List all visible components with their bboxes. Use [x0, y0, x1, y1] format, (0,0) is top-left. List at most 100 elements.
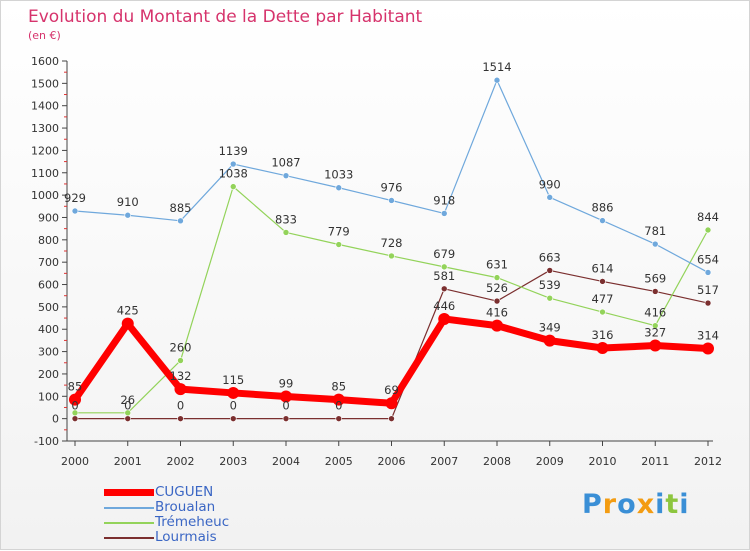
data-point — [651, 240, 659, 248]
data-point — [177, 415, 184, 422]
y-tick-label: 1000 — [31, 189, 59, 202]
data-point — [440, 263, 448, 271]
data-point — [599, 278, 606, 285]
x-tick-label: 2012 — [694, 455, 722, 468]
data-label: 781 — [644, 224, 666, 238]
data-point — [651, 322, 659, 329]
y-tick-label: 200 — [38, 368, 59, 381]
data-point — [493, 297, 501, 305]
legend-label: Lourmais — [155, 529, 217, 545]
data-point — [543, 334, 556, 347]
data-point — [124, 211, 132, 219]
data-point — [599, 217, 606, 224]
legend-label: Broualan — [155, 499, 216, 515]
data-label: 260 — [170, 341, 192, 355]
data-point — [438, 312, 451, 325]
data-label: 416 — [486, 306, 508, 320]
data-label: 1514 — [482, 60, 511, 74]
data-point — [385, 397, 398, 410]
x-tick-label: 2003 — [219, 455, 247, 468]
data-label: 779 — [328, 225, 350, 239]
data-label: 833 — [275, 212, 297, 226]
y-tick-label: 400 — [38, 323, 59, 336]
y-tick-label: 900 — [38, 211, 59, 224]
data-label: 517 — [697, 283, 719, 297]
data-label: 886 — [592, 201, 614, 215]
data-label: 316 — [592, 328, 614, 342]
logo-letter: t — [665, 489, 680, 520]
y-tick-label: 1200 — [31, 144, 59, 157]
logo-letter: i — [655, 489, 666, 520]
y-tick-label: 0 — [52, 413, 59, 426]
data-label: 0 — [177, 399, 184, 413]
y-tick-label: 1100 — [31, 167, 59, 180]
data-label: 614 — [592, 261, 614, 275]
y-tick-label: 300 — [38, 346, 59, 359]
data-label: 539 — [539, 278, 561, 292]
data-point — [335, 184, 343, 192]
y-tick-label: 600 — [38, 279, 59, 292]
data-point — [227, 386, 240, 399]
data-point — [599, 308, 606, 316]
data-point — [229, 183, 237, 190]
data-point — [332, 393, 345, 406]
data-label: 69 — [384, 383, 399, 397]
y-tick-label: 100 — [38, 390, 59, 403]
y-tick-label: 700 — [38, 256, 59, 269]
data-point — [282, 172, 290, 179]
data-label: 26 — [120, 393, 135, 407]
data-label: 0 — [335, 399, 342, 413]
data-label: 918 — [433, 193, 455, 207]
data-label: 885 — [170, 201, 192, 215]
data-label: 1139 — [219, 144, 248, 158]
data-label: 425 — [117, 304, 139, 318]
data-label: 446 — [433, 299, 455, 313]
data-point — [546, 267, 554, 274]
data-point — [71, 409, 79, 417]
data-label: 654 — [697, 252, 719, 266]
data-point — [229, 415, 237, 422]
data-label: 0 — [71, 399, 78, 413]
data-label: 85 — [331, 380, 346, 394]
y-tick-label: 500 — [38, 301, 59, 314]
data-point — [121, 317, 134, 330]
data-label: 99 — [279, 377, 294, 391]
legend-label: Trémeheuc — [155, 514, 230, 530]
x-tick-label: 2006 — [378, 455, 406, 468]
legend-swatch — [104, 537, 154, 539]
data-point — [282, 229, 290, 236]
data-point — [388, 252, 395, 260]
data-point — [177, 217, 184, 225]
x-tick-label: 2000 — [61, 455, 89, 468]
data-label: 115 — [222, 373, 244, 387]
data-label: 581 — [433, 269, 455, 283]
data-label: 314 — [697, 328, 719, 342]
data-point — [282, 415, 290, 422]
data-point — [335, 241, 343, 248]
legend-swatch — [104, 522, 154, 524]
x-tick-label: 2011 — [641, 455, 669, 468]
data-point — [440, 285, 448, 293]
data-label: 132 — [170, 369, 192, 383]
data-point — [546, 294, 554, 302]
x-tick-label: 2009 — [536, 455, 564, 468]
data-label: 679 — [433, 247, 455, 261]
data-point — [388, 197, 395, 204]
data-point — [596, 342, 609, 355]
data-label: 1033 — [324, 168, 353, 182]
y-tick-label: -100 — [34, 435, 59, 448]
logo-letter: x — [636, 489, 656, 520]
data-point — [69, 393, 81, 406]
x-tick-label: 2001 — [114, 455, 142, 468]
data-label: 910 — [117, 195, 139, 209]
data-point — [71, 415, 79, 422]
data-point — [388, 415, 395, 422]
y-tick-label: 800 — [38, 234, 59, 247]
data-label: 0 — [124, 399, 131, 413]
data-point — [440, 210, 448, 217]
data-label: 1087 — [271, 156, 300, 170]
data-label: 0 — [230, 399, 237, 413]
data-label: 349 — [539, 321, 561, 335]
data-label: 929 — [64, 191, 86, 205]
